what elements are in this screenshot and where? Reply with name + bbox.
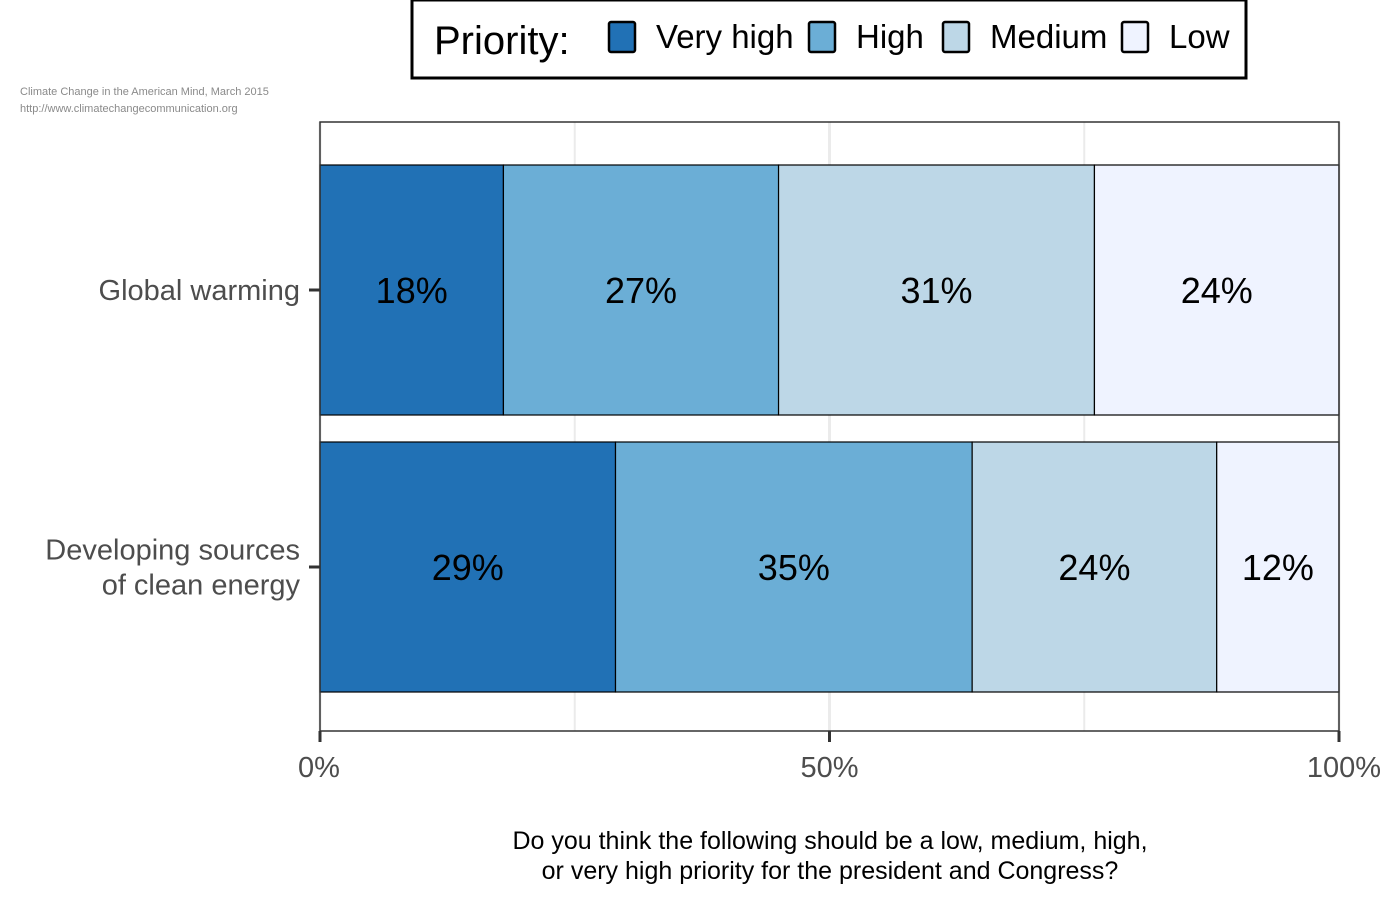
- legend-title: Priority:: [434, 19, 570, 63]
- data-label: 24%: [1058, 547, 1130, 588]
- bar-high-global-warming: [502, 164, 780, 416]
- bar-very-high-global-warming: [319, 164, 505, 416]
- legend-label-high: High: [856, 18, 924, 55]
- data-label: 18%: [376, 270, 448, 311]
- legend-label-very-high: Very high: [656, 18, 794, 55]
- legend: Priority: Very high High Medium Low: [410, 0, 1248, 80]
- data-label: 27%: [605, 270, 677, 311]
- data-label: 31%: [900, 270, 972, 311]
- category-label: Global warming: [99, 275, 300, 307]
- legend-key-low: [1120, 20, 1150, 54]
- data-label: 35%: [758, 547, 830, 588]
- legend-key-high: [807, 20, 837, 54]
- source-line-2: http://www.climatechangecommunication.or…: [20, 103, 238, 115]
- x-axis-title: Do you think the following should be a l…: [512, 827, 1147, 855]
- x-axis-title: or very high priority for the president …: [542, 857, 1119, 885]
- x-tick-label: 100%: [1307, 752, 1381, 784]
- category-label: of clean energy: [102, 570, 301, 602]
- data-label: 24%: [1181, 270, 1253, 311]
- bar-medium-developing-sources-of-clean-energy: [971, 441, 1218, 693]
- x-tick-label: 50%: [800, 752, 858, 784]
- data-label: 12%: [1242, 547, 1314, 588]
- legend-label-medium: Medium: [990, 18, 1107, 55]
- bar-low-global-warming: [1093, 164, 1340, 416]
- legend-key-very-high: [607, 20, 637, 54]
- data-label: 29%: [432, 547, 504, 588]
- category-label: Developing sources: [45, 535, 300, 567]
- x-tick-label: 0%: [298, 752, 340, 784]
- bar-very-high-developing-sources-of-clean-energy: [319, 441, 617, 693]
- legend-key-medium: [941, 20, 971, 54]
- plot-area: 18% 27% 31% 24% 29% 35% 24% 12%: [318, 121, 1341, 732]
- legend-label-low: Low: [1169, 18, 1230, 55]
- source-line-1: Climate Change in the American Mind, Mar…: [20, 86, 269, 98]
- bar-low-developing-sources-of-clean-energy: [1216, 441, 1340, 693]
- bar-high-developing-sources-of-clean-energy: [614, 441, 973, 693]
- bar-medium-global-warming: [777, 164, 1096, 416]
